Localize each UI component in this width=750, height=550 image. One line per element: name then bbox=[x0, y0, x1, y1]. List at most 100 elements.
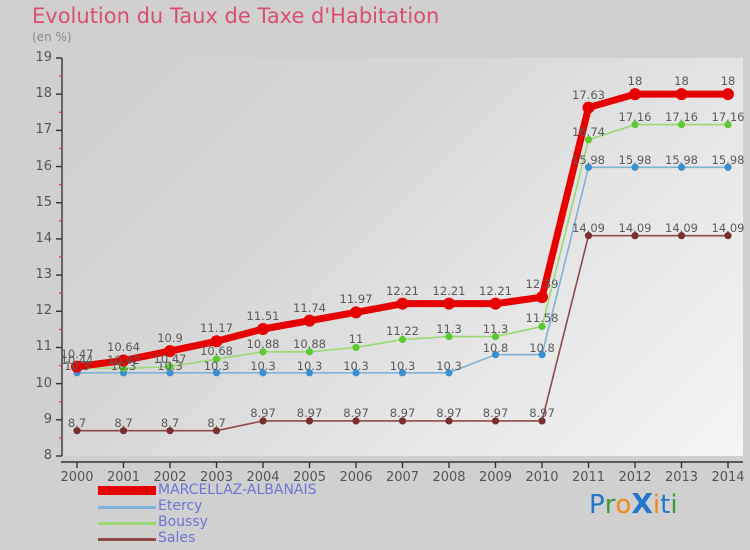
data-point bbox=[303, 314, 316, 327]
data-point bbox=[675, 88, 688, 101]
series-line-marcellaz-albanais bbox=[73, 90, 732, 371]
data-point bbox=[445, 333, 453, 341]
legend-label: Etercy bbox=[158, 498, 203, 514]
proxiti-logo: ProXiti bbox=[589, 487, 678, 520]
y-axis-tick-label: 17 bbox=[35, 122, 52, 138]
data-point bbox=[631, 120, 639, 129]
data-point bbox=[73, 427, 81, 435]
data-point bbox=[212, 355, 221, 363]
logo-letter-r: r bbox=[604, 490, 616, 520]
data-point bbox=[443, 297, 455, 310]
data-point bbox=[212, 427, 221, 435]
data-point bbox=[398, 335, 407, 344]
data-point bbox=[536, 291, 548, 304]
data-point bbox=[584, 136, 593, 144]
x-axis-tick-label: 2012 bbox=[618, 470, 652, 485]
y-axis-tick-label: 13 bbox=[35, 267, 52, 283]
legend-item-etercy[interactable]: Etercy bbox=[98, 498, 458, 516]
data-point bbox=[677, 163, 686, 171]
data-point bbox=[677, 120, 686, 129]
y-axis-tick-label: 18 bbox=[35, 86, 52, 102]
data-point bbox=[119, 427, 128, 435]
y-axis-tick-label: 9 bbox=[43, 411, 52, 427]
logo-letter-t: t bbox=[660, 490, 671, 520]
data-point bbox=[445, 369, 453, 377]
data-point bbox=[352, 369, 360, 377]
data-point bbox=[396, 297, 409, 310]
data-point bbox=[538, 351, 546, 359]
data-point bbox=[677, 232, 686, 240]
plot-background bbox=[62, 58, 743, 456]
data-point bbox=[352, 343, 360, 352]
data-point bbox=[445, 417, 453, 425]
y-axis-tick-label: 14 bbox=[35, 230, 52, 246]
x-axis-tick-label: 2001 bbox=[106, 470, 141, 485]
legend-item-marcellaz-albanais[interactable]: MARCELLAZ-ALBANAIS bbox=[98, 482, 458, 500]
data-point bbox=[724, 120, 732, 129]
data-point bbox=[724, 163, 732, 171]
y-axis-tick-label: 19 bbox=[35, 50, 52, 65]
data-point bbox=[166, 369, 174, 377]
data-point bbox=[631, 163, 639, 171]
legend-item-sales[interactable]: Sales bbox=[98, 530, 458, 548]
data-point bbox=[398, 369, 407, 377]
series-line-sales bbox=[76, 234, 729, 432]
data-point bbox=[350, 306, 362, 319]
data-point bbox=[491, 417, 500, 425]
data-point bbox=[119, 364, 128, 373]
x-axis-tick-label: 2007 bbox=[385, 470, 420, 485]
series-line-boussy bbox=[76, 123, 729, 370]
data-point bbox=[71, 360, 83, 373]
data-point bbox=[398, 417, 407, 425]
data-point bbox=[259, 348, 267, 356]
data-point bbox=[166, 427, 174, 435]
y-axis-tick-label: 8 bbox=[43, 448, 52, 463]
data-point bbox=[584, 163, 593, 171]
data-point bbox=[305, 369, 314, 377]
y-axis-tick-label: 12 bbox=[35, 303, 52, 319]
x-axis-tick-label: 2000 bbox=[60, 470, 94, 485]
legend-item-boussy[interactable]: Boussy bbox=[98, 514, 458, 532]
data-point bbox=[117, 354, 130, 367]
legend-swatch bbox=[98, 538, 156, 541]
plot-area bbox=[62, 58, 743, 456]
x-axis-tick-label: 2008 bbox=[432, 470, 466, 485]
logo-letter-i2: i bbox=[670, 490, 678, 520]
logo-letter-i1: i bbox=[652, 490, 661, 520]
data-point bbox=[305, 348, 314, 356]
legend-label: MARCELLAZ-ALBANAIS bbox=[158, 482, 317, 498]
data-point bbox=[722, 88, 734, 101]
data-point bbox=[538, 322, 546, 331]
data-point bbox=[212, 369, 221, 377]
y-axis-tick-label: 15 bbox=[35, 194, 52, 210]
y-axis-tick-label: 10 bbox=[35, 375, 52, 391]
data-point bbox=[489, 297, 502, 310]
x-axis-tick-label: 2009 bbox=[478, 470, 513, 485]
data-point bbox=[584, 232, 593, 240]
legend-swatch bbox=[98, 522, 156, 525]
logo-letter-x: X bbox=[631, 487, 653, 520]
chart-canvas bbox=[71, 88, 734, 435]
x-axis-tick-label: 2010 bbox=[525, 470, 559, 485]
data-point bbox=[491, 351, 500, 359]
legend-label: Sales bbox=[158, 530, 196, 546]
data-point bbox=[538, 417, 546, 425]
data-point bbox=[352, 417, 360, 425]
data-point bbox=[166, 363, 174, 371]
data-point bbox=[210, 335, 223, 348]
x-axis-tick-label: 2006 bbox=[339, 470, 373, 485]
data-point bbox=[259, 369, 267, 377]
page-subtitle: (en %) bbox=[32, 30, 72, 44]
data-point bbox=[164, 345, 176, 358]
legend-swatch bbox=[98, 506, 156, 509]
data-point bbox=[724, 232, 732, 240]
page-title: Evolution du Taux de Taxe d'Habitation bbox=[32, 4, 440, 28]
data-point bbox=[257, 323, 269, 336]
legend-swatch bbox=[98, 486, 156, 495]
x-axis-tick-label: 2013 bbox=[664, 470, 699, 485]
data-point bbox=[582, 101, 595, 114]
chart-legend: MARCELLAZ-ALBANAIS Etercy Boussy Sales bbox=[98, 482, 458, 548]
data-point bbox=[491, 333, 500, 341]
x-axis-tick-label: 2011 bbox=[571, 470, 606, 485]
